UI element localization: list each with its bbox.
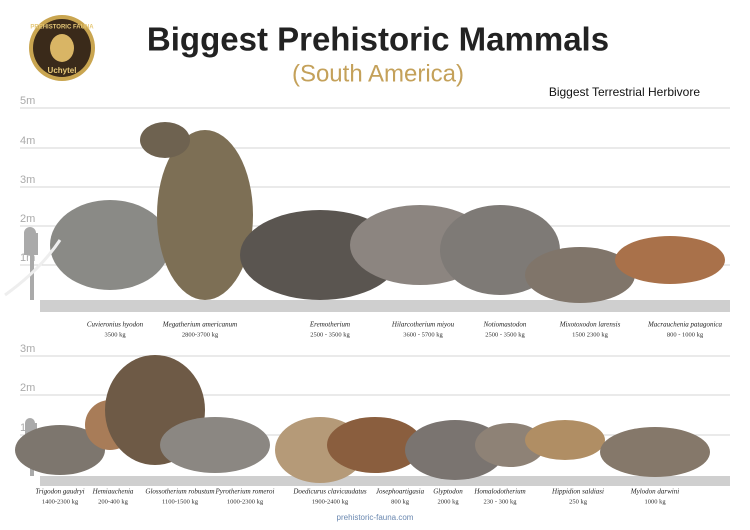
- tusk: [4, 239, 62, 297]
- animal: [525, 420, 605, 460]
- animal-weight: 3600 - 5700 kg: [403, 331, 443, 338]
- animal: [160, 417, 270, 473]
- animal-weight: 1100-1500 kg: [162, 498, 199, 505]
- footer: prehistoric-fauna.com: [337, 513, 414, 522]
- scale-label: 2m: [20, 213, 35, 225]
- scale-label: 3m: [20, 174, 35, 186]
- animal-weight: 1000-2300 kg: [227, 498, 264, 505]
- animal-weight: 2000 kg: [437, 498, 459, 505]
- animal: [157, 130, 253, 300]
- animal-name: Glossotherium robustum: [145, 488, 214, 496]
- logo: PREHISTORIC FAUNA Uchytel: [29, 15, 95, 81]
- animal: [327, 417, 423, 473]
- animal-weight: 2500 - 3500 kg: [310, 331, 350, 338]
- animal-weight: 230 - 300 kg: [483, 498, 517, 505]
- logo-bottom: Uchytel: [48, 66, 77, 75]
- animal-labels: Cuvieronius hyodon 3500 kg Megatherium ame…: [35, 321, 722, 506]
- animal-name: Pyrotherium romeroi: [215, 488, 275, 496]
- animal-weight: 250 kg: [569, 498, 588, 505]
- animal: [600, 427, 710, 477]
- animal-name: Mixotoxodon larensis: [559, 321, 621, 329]
- animal: [615, 236, 725, 284]
- animal-name: Homalodotherium: [473, 488, 525, 496]
- animal-name: Trigodon gaudryi: [35, 488, 84, 496]
- animal-name: Hippidion saldiasi: [551, 488, 604, 496]
- animal-name: Eremotherium: [309, 321, 350, 329]
- animal-name: Cuvieronius hyodon: [87, 321, 144, 329]
- animal-weight: 1900-2400 kg: [312, 498, 349, 505]
- animal-weight: 2500 - 3500 kg: [485, 331, 525, 338]
- animal-name: Doedicurus clavicaudatus: [292, 488, 367, 496]
- animal-weight: 200-400 kg: [98, 498, 129, 505]
- animal: [15, 425, 105, 475]
- animal-name: Megatherium americanum: [162, 321, 237, 329]
- title: Biggest Prehistoric Mammals: [147, 21, 609, 58]
- animal-weight: 800 kg: [391, 498, 410, 505]
- logo-top: PREHISTORIC FAUNA: [30, 25, 94, 31]
- animal-name: Hilarcotherium miyou: [391, 321, 455, 329]
- animal-weight: 800 - 1000 kg: [667, 331, 704, 338]
- ground: [40, 476, 730, 486]
- human-silhouette: [24, 227, 38, 300]
- animals-top: [4, 122, 725, 303]
- animal: [50, 200, 170, 290]
- animal-name: Macrauchenia patagonica: [647, 321, 723, 329]
- animal-name: Josephoartigasia: [376, 488, 425, 496]
- animal-name: Hemiauchenia: [92, 488, 134, 496]
- scale-label: 3m: [20, 343, 35, 355]
- subtitle: (South America): [292, 60, 464, 87]
- animal-weight: 1400-2300 kg: [42, 498, 79, 505]
- animal-name: Mylodon darwini: [630, 488, 679, 496]
- scale-label: 2m: [20, 382, 35, 394]
- animals-bottom: [15, 355, 710, 483]
- logo-skull: [50, 34, 74, 62]
- animal-name: Notiomastodon: [483, 321, 527, 329]
- animal: [140, 122, 190, 158]
- animal-weight: 1500 2300 kg: [572, 331, 609, 338]
- panel-label: Biggest Terrestrial Herbivore: [549, 85, 700, 99]
- scale-label: 4m: [20, 135, 35, 147]
- animal-weight: 3500 kg: [104, 331, 126, 338]
- scale-label: 5m: [20, 95, 35, 107]
- animal-weight: 1000 kg: [644, 498, 666, 505]
- ground: [40, 300, 730, 312]
- animal-name: Glyptodon: [433, 488, 463, 496]
- animal-weight: 2800-3700 kg: [182, 331, 219, 338]
- animal: [525, 247, 635, 303]
